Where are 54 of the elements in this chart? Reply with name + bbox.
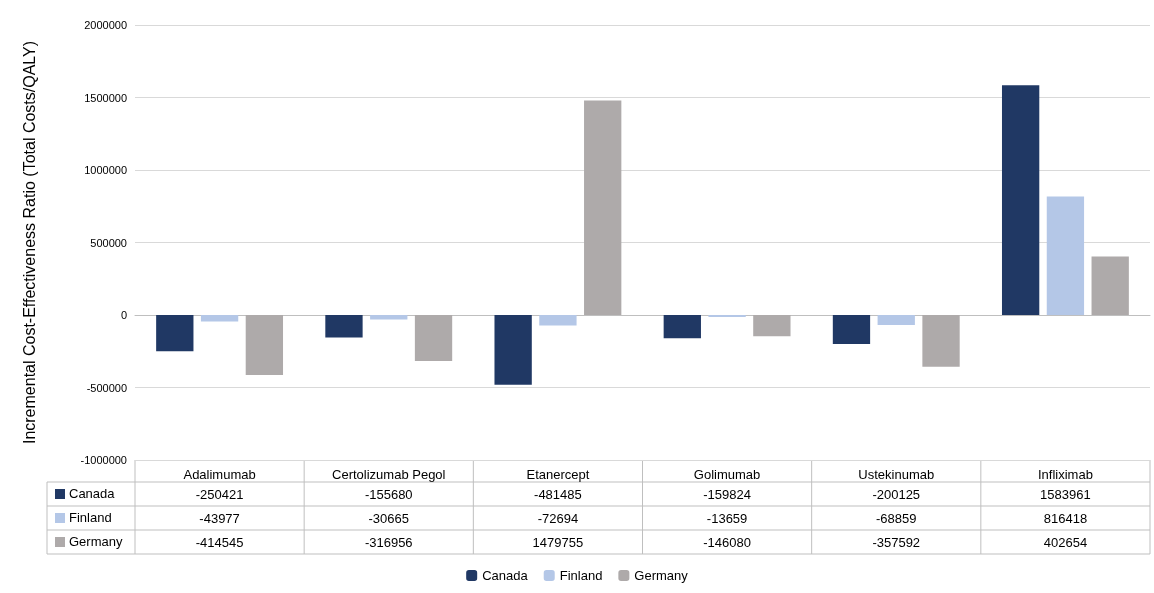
- data-label: -68859: [876, 510, 917, 526]
- x-tick-label: Ustekinumab: [858, 467, 935, 482]
- y-tick-label: 1500000: [84, 91, 127, 104]
- bar: [663, 315, 701, 339]
- y-tick-label: 2000000: [84, 19, 127, 31]
- bar: [414, 315, 453, 361]
- data-label: -43977: [199, 510, 240, 526]
- data-label: 1479755: [532, 534, 584, 550]
- legend-label: Finland: [69, 510, 112, 526]
- x-tick-label: Etanercept: [526, 467, 590, 482]
- bar: [832, 315, 871, 345]
- legend-label: Canada: [69, 486, 115, 502]
- data-label: 816418: [1043, 510, 1088, 526]
- bar: [922, 315, 960, 367]
- text: Germany: [69, 534, 123, 549]
- x-tick-label: Infliximab: [1037, 467, 1093, 482]
- data-label: -146080: [703, 534, 751, 550]
- bar: [584, 100, 622, 315]
- bar: [200, 315, 239, 322]
- x-tick-label: Certolizumab Pegol: [332, 467, 446, 482]
- text: Canada: [482, 568, 528, 583]
- bar: [753, 315, 791, 337]
- x-tick-label: Golimumab: [693, 467, 761, 482]
- data-label: -155680: [364, 486, 413, 502]
- data-label: -357592: [872, 534, 921, 550]
- y-axis-title: Incremental Cost-Effectiveness Ratio (Total Costs/QALY): [20, 40, 38, 445]
- data-label: -13659: [706, 510, 748, 526]
- text: Finland: [559, 568, 603, 583]
- bar: [539, 315, 577, 326]
- data-label: -200125: [872, 486, 921, 502]
- data-label: -250421: [195, 486, 244, 502]
- bar: [325, 315, 363, 338]
- bar: [1001, 85, 1040, 315]
- data-label: -481485: [534, 486, 582, 502]
- data-label: -30665: [368, 510, 409, 526]
- data-label: 1583961: [1040, 486, 1091, 502]
- data-label: -159824: [703, 486, 751, 502]
- y-tick-label: 500000: [90, 236, 127, 249]
- bar: [494, 315, 532, 385]
- y-tick-label: 1000000: [84, 164, 127, 176]
- bar: [245, 315, 284, 376]
- bar: [156, 315, 194, 352]
- y-tick-label: -1000000: [80, 454, 127, 466]
- x-tick-label: Adalimumab: [183, 467, 256, 482]
- y-tick-label: 0: [120, 309, 127, 321]
- y-tick-label: -500000: [86, 381, 127, 394]
- legend-label: Germany: [634, 568, 689, 583]
- bar: [1046, 196, 1085, 315]
- data-label: -414545: [195, 534, 244, 550]
- data-label: 402654: [1043, 534, 1088, 550]
- bar: [877, 315, 915, 325]
- data-label: -316956: [364, 534, 413, 550]
- data-label: -72694: [537, 510, 579, 526]
- bar: [1091, 256, 1129, 315]
